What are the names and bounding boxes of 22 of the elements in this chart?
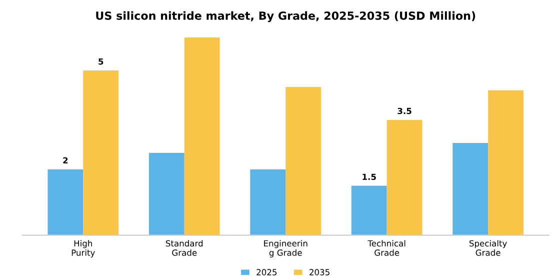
x-tick-label: Standard Grade — [166, 240, 203, 256]
bar — [83, 70, 119, 236]
legend-label: 2025 — [256, 269, 277, 276]
data-label: 5 — [98, 58, 104, 65]
bar — [386, 120, 422, 236]
x-tick-label: High Purity — [72, 240, 95, 258]
data-label: 1.5 — [362, 174, 376, 180]
bar — [488, 90, 524, 236]
legend-label: 2035 — [310, 269, 330, 276]
chart-title: US silicon nitride market, By Grade, 2025-2035 (USD Million) — [96, 11, 476, 22]
bar — [286, 86, 322, 236]
x-tick-label: Specialty Grade — [470, 240, 507, 256]
data-label: 3.5 — [398, 108, 412, 114]
data-label: 2 — [63, 157, 68, 164]
x-tick-label: Technical Grade — [368, 240, 406, 256]
bar — [452, 142, 488, 236]
bar — [148, 152, 184, 236]
x-tick-label: Engineerin g Grade — [264, 240, 308, 258]
bar — [48, 169, 84, 236]
bar — [250, 169, 286, 236]
bar — [351, 186, 387, 236]
bar — [184, 38, 220, 236]
